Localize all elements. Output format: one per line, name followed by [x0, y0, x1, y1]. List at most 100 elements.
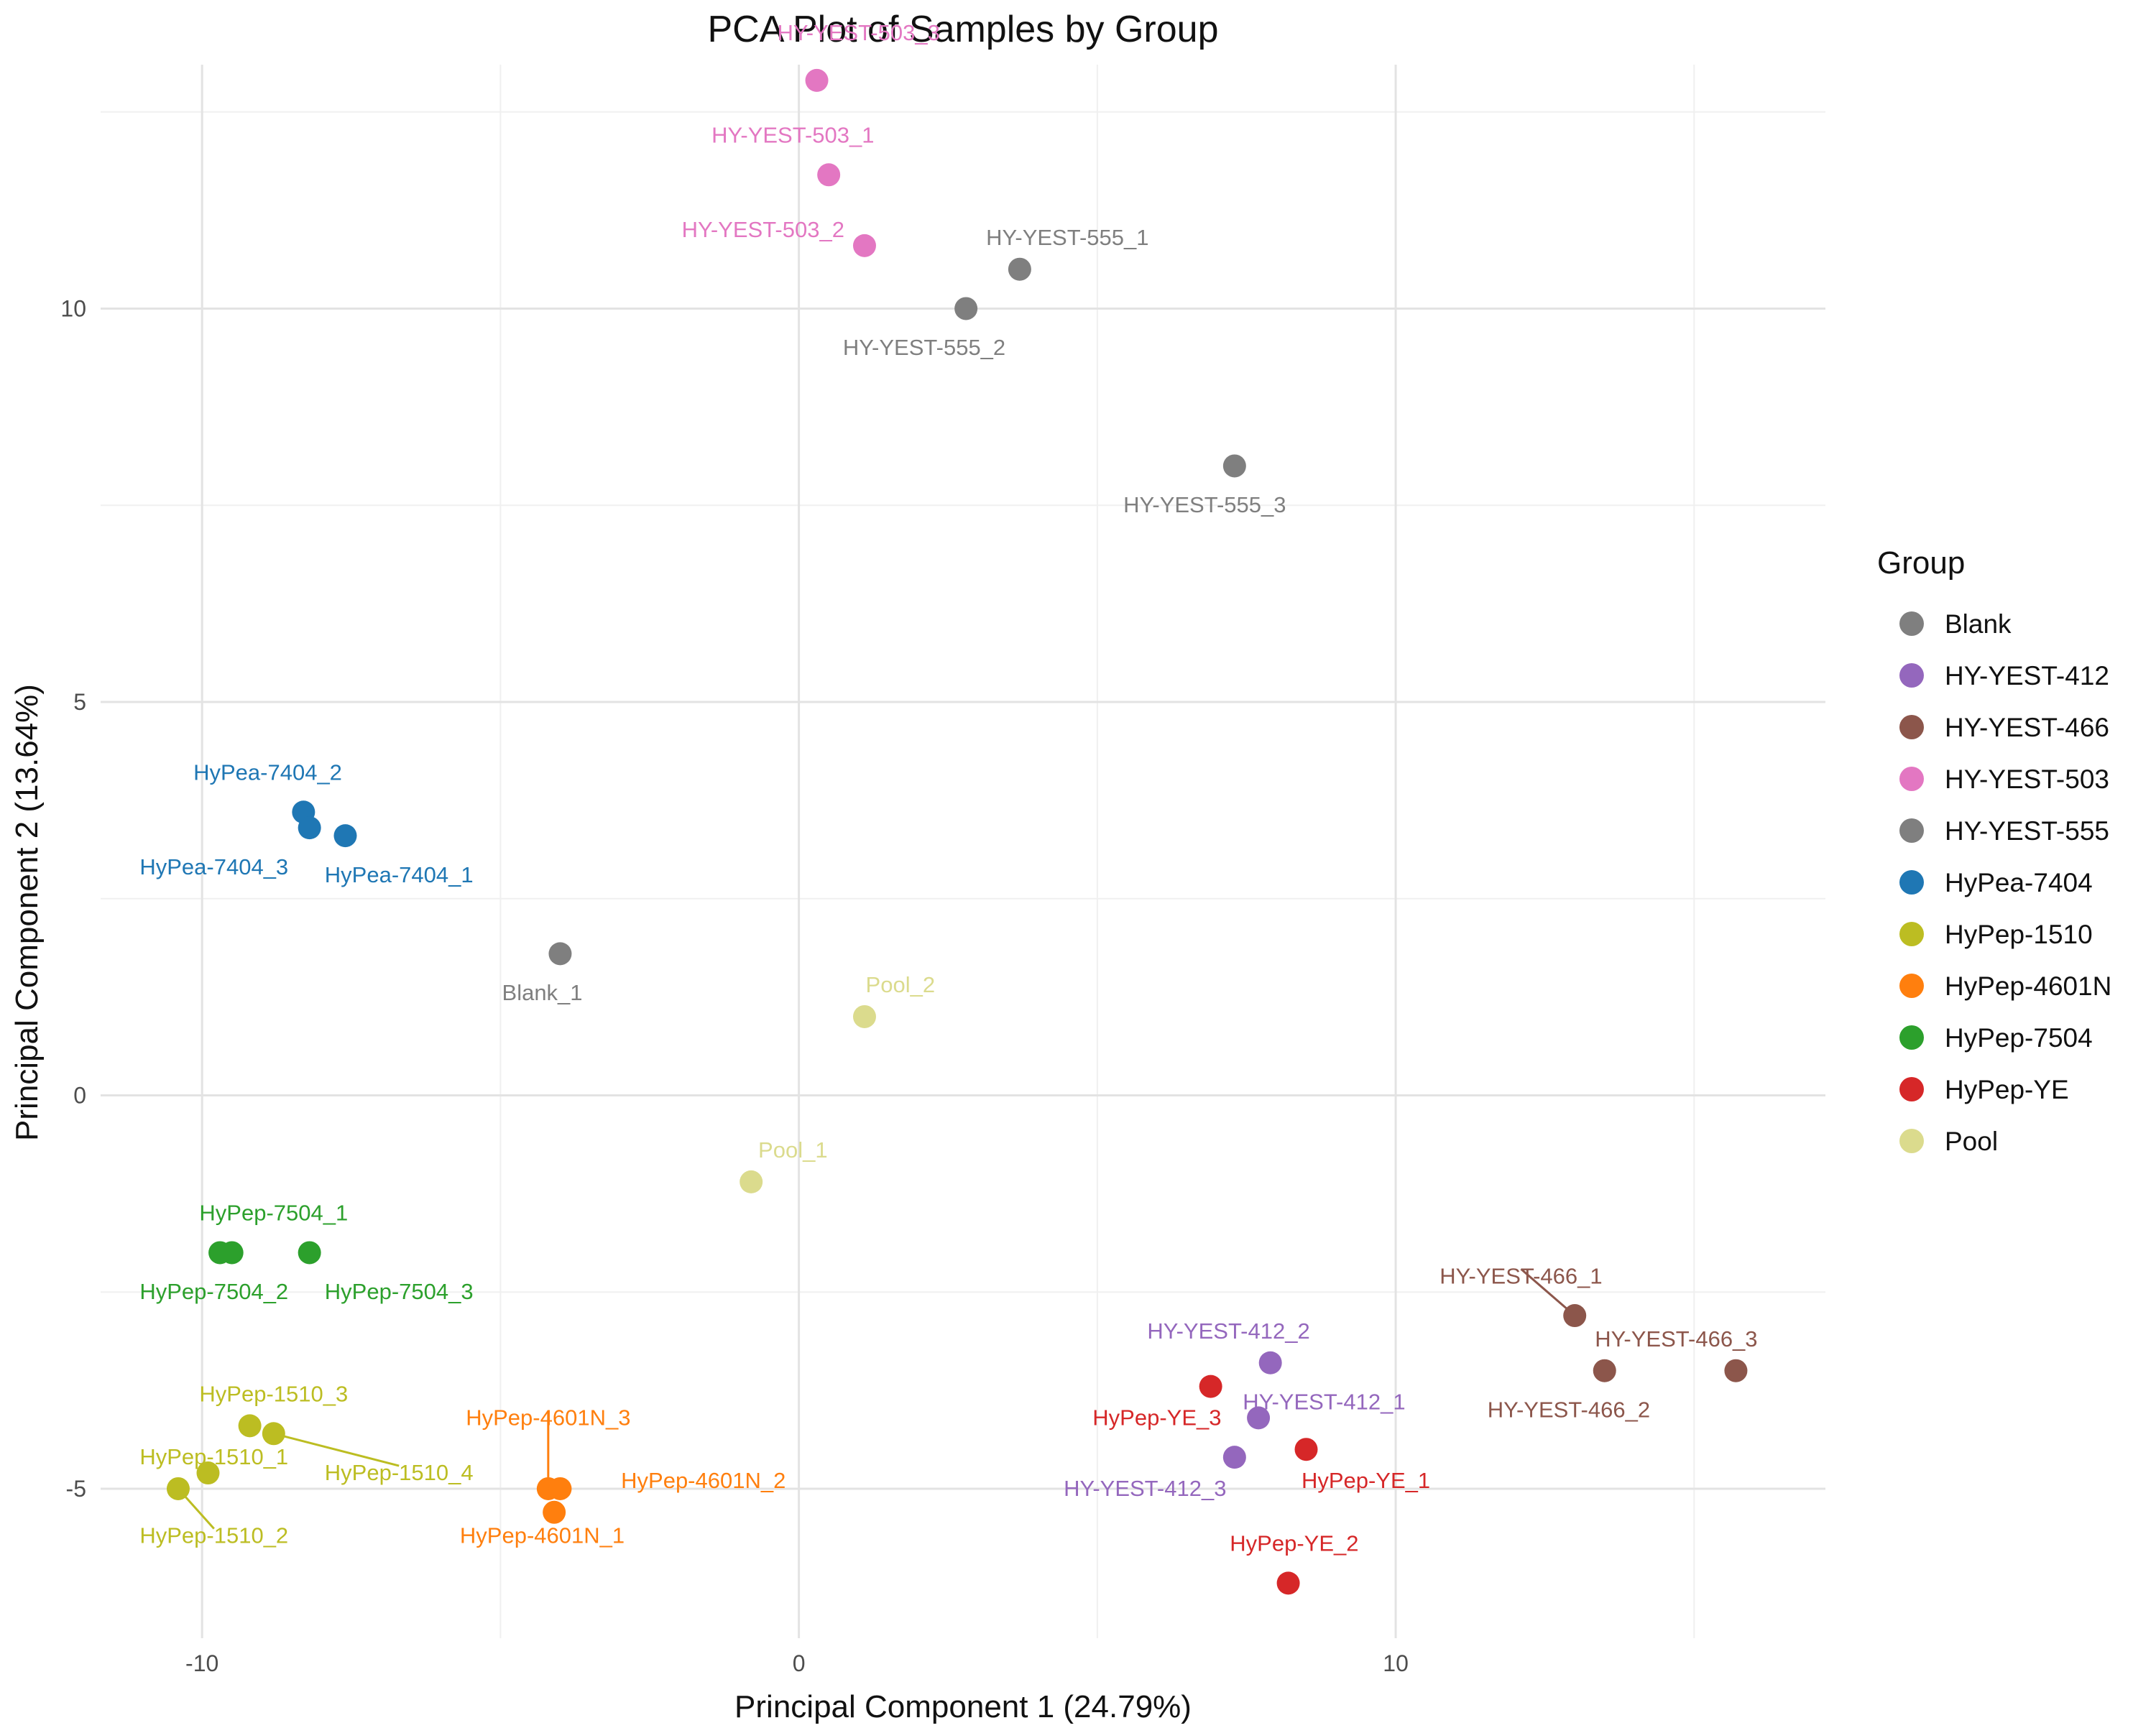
legend-swatch: [1899, 767, 1924, 791]
data-point: [852, 234, 876, 257]
point-label: HY-YEST-503_1: [711, 123, 874, 148]
data-point: [1008, 257, 1031, 281]
leader-line: [1520, 1268, 1576, 1317]
data-point: [262, 1422, 285, 1446]
point-label: HyPep-7504_3: [325, 1279, 474, 1304]
point-label: HY-YEST-466_3: [1595, 1326, 1757, 1352]
legend-swatch: [1899, 611, 1924, 636]
point-label: HY-YEST-503_2: [682, 217, 844, 242]
point-labels: HY-YEST-503_3 HY-YEST-503_1 HY-YEST-503_2 H…: [139, 20, 1757, 1556]
legend-label: HY-YEST-412: [1945, 661, 2109, 690]
grid-layer: [101, 65, 1825, 1638]
y-axis-title: Principal Component 2 (13.64%): [9, 684, 45, 1141]
legend-label: HyPep-1510: [1945, 920, 2093, 949]
point-label: HY-YEST-555_3: [1123, 492, 1286, 517]
legend-label: Blank: [1945, 609, 2012, 639]
x-axis-title: Principal Component 1 (24.79%): [734, 1689, 1192, 1724]
point-label: HY-YEST-466_2: [1488, 1397, 1650, 1422]
legend-title: Group: [1877, 545, 1965, 581]
data-point: [238, 1414, 262, 1438]
legend: Group Blank HY-YEST-412 HY-YEST-466 HY-YEST…: [1877, 545, 2111, 1156]
legend-swatch: [1899, 1077, 1924, 1101]
data-point: [805, 68, 829, 92]
y-tick-label: 0: [73, 1082, 86, 1108]
legend-label: HyPea-7404: [1945, 868, 2093, 897]
data-point: [196, 1461, 220, 1485]
point-label: HyPep-7504_1: [199, 1201, 348, 1226]
point-label: HyPep-YE_2: [1230, 1531, 1358, 1556]
legend-swatch: [1899, 922, 1924, 946]
legend-label: HyPep-4601N: [1945, 971, 2111, 1001]
point-label: Pool_1: [758, 1137, 828, 1163]
data-point: [852, 1004, 876, 1028]
data-point: [1258, 1351, 1282, 1374]
data-point: [548, 1477, 572, 1500]
data-point: [1276, 1571, 1300, 1595]
point-label: HyPep-7504_2: [139, 1279, 288, 1304]
point-label: HyPep-4601N_1: [460, 1523, 625, 1548]
data-point: [1222, 1446, 1246, 1469]
data-point: [1247, 1406, 1271, 1430]
data-point: [548, 942, 572, 966]
data-point: [166, 1477, 190, 1500]
point-label: HyPep-1510_3: [199, 1382, 348, 1407]
point-label: HyPep-YE_3: [1092, 1405, 1221, 1430]
point-label: HyPea-7404_3: [139, 854, 288, 879]
legend-label: HyPep-YE: [1945, 1075, 2069, 1104]
point-label: HyPep-YE_1: [1302, 1468, 1430, 1493]
point-label: HY-YEST-503_3: [778, 20, 940, 45]
legend-label: HY-YEST-503: [1945, 764, 2109, 794]
data-points: [166, 68, 1748, 1595]
data-point: [333, 824, 357, 848]
point-label: Pool_2: [866, 972, 936, 997]
data-point: [1294, 1438, 1318, 1461]
data-point: [1593, 1359, 1616, 1382]
point-label: HyPep-1510_1: [139, 1444, 288, 1469]
data-point: [298, 1241, 321, 1265]
chart-title: PCA Plot of Samples by Group: [707, 9, 1218, 50]
leader-line: [273, 1432, 400, 1467]
data-point: [1222, 454, 1246, 478]
axis-ticks: -10 0 10 -5 0 5 10: [60, 295, 1408, 1676]
legend-swatch: [1899, 974, 1924, 998]
point-label: HY-YEST-555_1: [986, 225, 1148, 250]
legend-swatch: [1899, 1129, 1924, 1153]
legend-swatch: [1899, 1025, 1924, 1050]
legend-label: HY-YEST-555: [1945, 816, 2109, 846]
legend-swatch: [1899, 870, 1924, 895]
x-tick-label: 10: [1383, 1650, 1409, 1676]
point-label: HY-YEST-555_2: [843, 335, 1005, 360]
data-point: [208, 1241, 232, 1265]
legend-swatch: [1899, 818, 1924, 843]
y-tick-label: -5: [66, 1476, 86, 1502]
data-point: [1563, 1304, 1587, 1328]
y-tick-label: 5: [73, 689, 86, 715]
y-tick-label: 10: [60, 295, 86, 321]
data-point: [817, 163, 841, 187]
point-label: HyPea-7404_2: [193, 760, 342, 785]
point-label: Blank_1: [502, 980, 583, 1005]
data-point: [740, 1170, 763, 1193]
point-label: HY-YEST-412_3: [1064, 1476, 1226, 1501]
legend-label: HyPep-7504: [1945, 1023, 2093, 1053]
x-tick-label: -10: [185, 1650, 218, 1676]
point-label: HyPep-4601N_3: [466, 1405, 630, 1430]
data-point: [954, 297, 978, 320]
legend-label: Pool: [1945, 1127, 1998, 1156]
x-tick-label: 0: [793, 1650, 806, 1676]
point-label: HY-YEST-412_2: [1147, 1318, 1309, 1344]
point-label: HY-YEST-466_1: [1439, 1263, 1602, 1288]
point-label: HyPep-4601N_2: [621, 1468, 786, 1493]
data-point: [543, 1500, 566, 1524]
point-label: HyPea-7404_1: [325, 862, 474, 887]
legend-swatch: [1899, 663, 1924, 688]
legend-label: HY-YEST-466: [1945, 713, 2109, 742]
legend-swatch: [1899, 715, 1924, 739]
data-point: [1724, 1359, 1748, 1382]
point-label: HyPep-1510_2: [139, 1523, 288, 1548]
data-point: [1199, 1374, 1222, 1398]
point-label: HY-YEST-412_1: [1243, 1390, 1405, 1415]
point-label: HyPep-1510_4: [325, 1460, 474, 1485]
